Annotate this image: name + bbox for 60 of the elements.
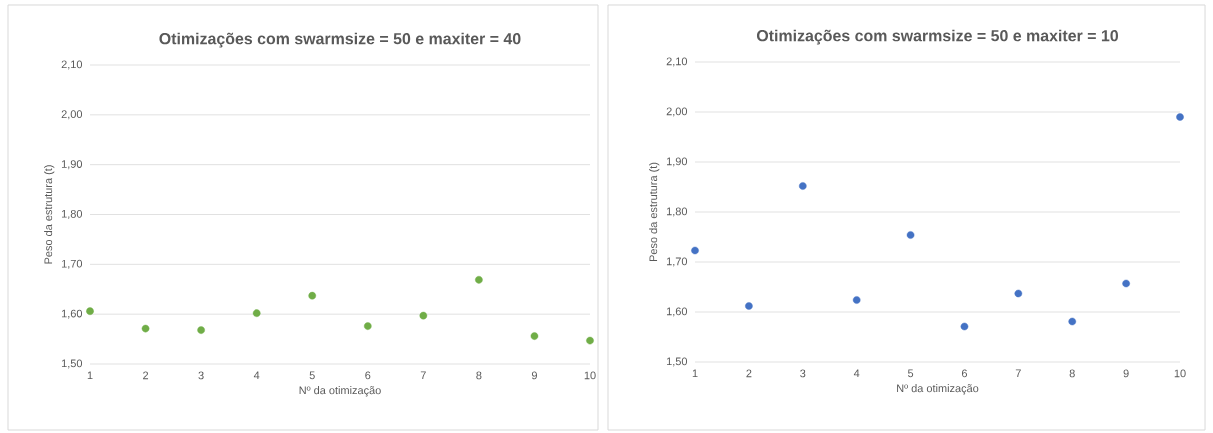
y-tick-label: 1,70	[61, 259, 83, 269]
x-tick-label: 10	[1174, 369, 1186, 378]
y-tick-label: 1,50	[666, 357, 688, 367]
x-tick-label: 8	[1069, 369, 1075, 378]
x-axis-title: Nº da otimização	[299, 386, 381, 397]
chart-title: Otimizações com swarmsize = 50 e maxiter = 10	[756, 29, 1118, 45]
x-tick-label: 10	[584, 371, 596, 380]
point	[252, 309, 261, 317]
y-tick-label: 1,50	[61, 359, 83, 369]
point	[798, 182, 807, 190]
point	[308, 291, 317, 300]
point	[691, 246, 699, 255]
point	[852, 296, 861, 304]
x-tick-label: 7	[420, 371, 426, 380]
x-tick-label: 3	[198, 371, 204, 380]
point	[960, 322, 969, 331]
point	[586, 336, 594, 345]
point	[1068, 317, 1077, 326]
y-axis-title: Peso da estrutura (t)	[44, 165, 55, 264]
x-tick-label: 6	[961, 369, 968, 378]
point	[1176, 113, 1184, 121]
x-tick-label: 6	[365, 371, 371, 380]
point	[1014, 289, 1023, 298]
y-tick-label: 1,80	[666, 207, 688, 217]
y-tick-label: 1,70	[666, 257, 688, 267]
y-axis-title: Peso da estrutura (t)	[649, 162, 660, 262]
point	[530, 332, 539, 340]
y-tick-label: 1,80	[61, 209, 83, 220]
point	[419, 311, 428, 320]
point	[906, 231, 915, 239]
y-tick-label: 2,00	[666, 107, 688, 117]
y-tick-label: 1,90	[61, 160, 83, 170]
point	[745, 302, 753, 310]
y-tick-label: 1,60	[666, 307, 688, 317]
y-tick-label: 1,60	[61, 309, 83, 319]
point	[141, 324, 150, 333]
point	[86, 307, 94, 315]
point	[363, 322, 372, 330]
point	[1122, 279, 1130, 288]
x-tick-label: 8	[476, 371, 482, 380]
x-tick-label: 3	[800, 369, 806, 378]
x-tick-label: 5	[907, 369, 914, 378]
x-tick-label: 9	[1123, 369, 1129, 378]
y-tick-label: 2,10	[666, 57, 688, 67]
x-tick-label: 2	[746, 369, 752, 378]
x-tick-label: 1	[692, 369, 698, 378]
x-tick-label: 4	[253, 371, 260, 380]
x-tick-label: 1	[87, 371, 93, 380]
x-tick-label: 7	[1015, 369, 1021, 378]
point	[197, 326, 205, 334]
x-tick-label: 5	[309, 371, 315, 380]
chart-title: Otimizações com swarmsize = 50 e maxiter = 40	[159, 32, 521, 48]
y-tick-label: 2,00	[61, 110, 83, 120]
point	[475, 275, 483, 284]
y-tick-label: 2,10	[61, 60, 83, 70]
x-axis-title: Nº da otimização	[897, 384, 979, 395]
x-tick-label: 4	[853, 369, 860, 378]
y-tick-label: 1,90	[666, 157, 688, 167]
x-tick-label: 9	[531, 371, 537, 380]
x-tick-label: 2	[143, 371, 149, 380]
